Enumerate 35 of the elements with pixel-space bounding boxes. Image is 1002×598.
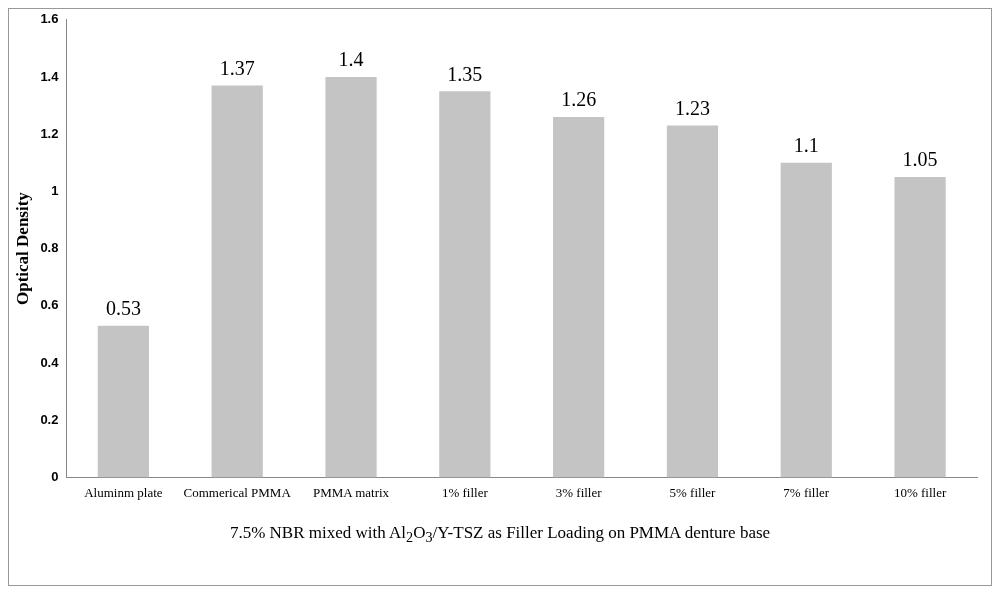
data-label: 1.26 [561,88,597,111]
y-tick-label: 0.6 [40,297,59,313]
y-tick-label: 1 [51,182,59,198]
x-tick-label: 7% filler [783,484,830,500]
y-tick-label: 0.2 [40,411,59,427]
data-label: 1.1 [793,134,819,157]
y-tick-label: 1.4 [40,68,60,84]
x-tick-label: PMMA matrix [312,484,390,500]
x-tick-label: 1% filler [441,484,489,500]
data-label: 1.4 [338,48,364,71]
y-axis-title: Optical Density [12,191,32,306]
bar [780,162,832,478]
y-tick-label: 0 [51,468,59,484]
y-tick-label: 1.6 [40,11,59,27]
x-tick-label: 3% filler [555,484,603,500]
data-label: 0.53 [105,297,141,320]
x-tick-label: 5% filler [669,484,717,500]
bar [894,177,946,478]
bar [97,325,149,478]
y-tick-label: 0.4 [40,354,60,370]
bar [325,77,377,478]
bar [211,85,263,478]
x-tick-label: Commerical PMMA [183,484,292,500]
data-label: 1.05 [902,148,938,171]
y-tick-label: 0.8 [40,240,59,256]
data-label: 1.35 [447,62,483,85]
x-axis-title: 7.5% NBR mixed with Al$_{2}$O$_{3}$/Y-TSZ as Filler Loading on PMMA denture base [228,523,772,547]
bar [439,91,491,478]
data-label: 1.23 [674,96,710,119]
data-label: 1.37 [219,56,255,79]
x-tick-label: 10% filler [893,484,947,500]
x-tick-label: Aluminm plate [84,484,163,500]
bar [553,117,605,478]
y-tick-label: 1.2 [40,125,59,141]
bar [666,125,719,478]
